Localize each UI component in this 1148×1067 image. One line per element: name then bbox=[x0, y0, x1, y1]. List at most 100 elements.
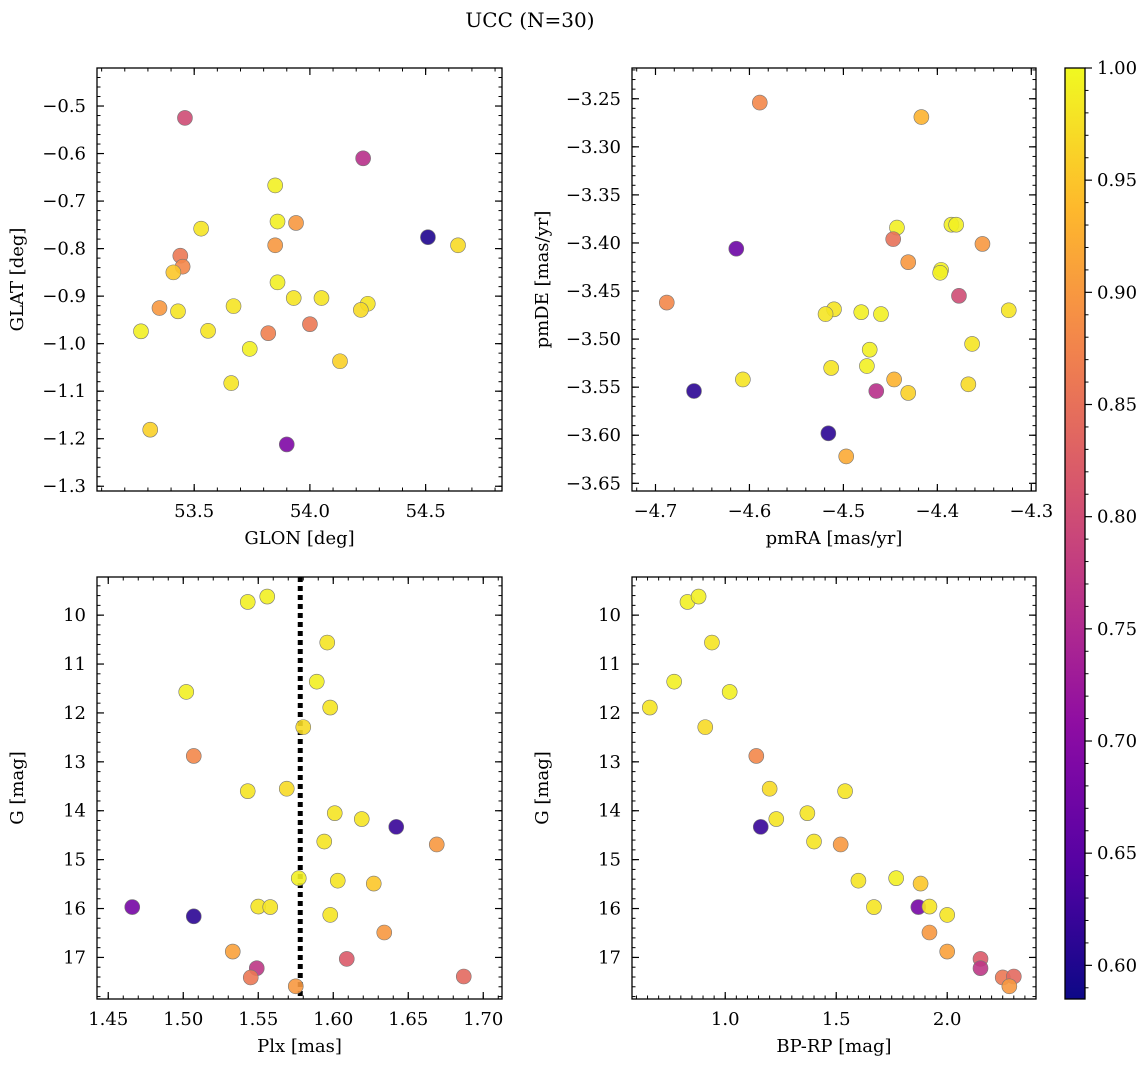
data-point bbox=[686, 383, 702, 399]
data-point bbox=[939, 943, 956, 960]
data-point bbox=[823, 360, 839, 376]
data-point bbox=[319, 634, 336, 651]
data-point bbox=[316, 833, 333, 850]
data-point bbox=[329, 872, 346, 889]
x-tick-label: −4.3 bbox=[1009, 501, 1053, 522]
data-point bbox=[866, 899, 882, 915]
data-point bbox=[267, 177, 284, 194]
data-point bbox=[269, 213, 286, 230]
y-tick-label: −1.3 bbox=[42, 476, 86, 497]
data-point bbox=[151, 300, 168, 316]
data-point bbox=[748, 748, 765, 764]
x-tick-label: 1.5 bbox=[822, 1009, 851, 1030]
data-point bbox=[697, 719, 714, 735]
panel-pmra-pmde: −4.7 −4.6 −4.5 −4.4 −4.3 −3.25 −3.30 −3.35 −3.40… bbox=[532, 67, 1053, 549]
data-point bbox=[704, 634, 720, 651]
data-point bbox=[817, 306, 834, 322]
panel-glon-glat: 53.5 54.0 54.5 −0.5 −0.6 −0.7 −0.8 −0.9 −1.0 −1.1… bbox=[7, 67, 503, 549]
x-tick-label: 1.50 bbox=[163, 1009, 203, 1030]
x-tick-label: 2.0 bbox=[933, 1009, 962, 1030]
y-tick-label: 12 bbox=[63, 703, 86, 724]
data-point bbox=[450, 237, 466, 254]
y-tick-label: 17 bbox=[598, 947, 621, 968]
colorbar-tick-label: 0.95 bbox=[1097, 170, 1137, 191]
y-tick-label: 14 bbox=[63, 801, 86, 822]
colorbar-tick-label: 0.65 bbox=[1097, 843, 1137, 864]
y-tick-label: −3.30 bbox=[566, 137, 621, 158]
x-axis-label: BP-RP [mag] bbox=[776, 1036, 891, 1057]
colorbar: 0.60 0.65 0.70 0.75 0.80 0.85 0.90 0.95 1.00 bbox=[1064, 58, 1137, 1000]
x-axis-label: pmRA [mas/yr] bbox=[766, 528, 903, 549]
data-point bbox=[658, 294, 675, 311]
data-point bbox=[269, 274, 286, 291]
x-tick-label: 1.65 bbox=[388, 1009, 428, 1030]
y-tick-label: −1.0 bbox=[42, 334, 86, 355]
data-point bbox=[885, 231, 901, 247]
data-point bbox=[972, 960, 989, 976]
x-tick-label: −4.5 bbox=[822, 501, 866, 522]
y-axis-label: pmDE [mas/yr] bbox=[532, 211, 553, 349]
data-point bbox=[853, 304, 870, 320]
data-point bbox=[302, 316, 318, 332]
data-point bbox=[142, 421, 159, 438]
data-point bbox=[939, 907, 956, 923]
y-tick-label: 11 bbox=[598, 654, 621, 675]
data-point bbox=[861, 341, 878, 358]
x-tick-label: 53.5 bbox=[174, 501, 214, 522]
axes-frame bbox=[631, 576, 1037, 1000]
data-point bbox=[721, 684, 738, 700]
data-point bbox=[751, 94, 768, 111]
y-tick-label: 16 bbox=[63, 899, 86, 920]
data-point bbox=[1000, 302, 1017, 319]
data-point bbox=[170, 303, 186, 320]
y-tick-label: −3.55 bbox=[566, 377, 621, 398]
data-point bbox=[278, 780, 295, 797]
data-point bbox=[376, 924, 393, 941]
x-tick-label: 1.55 bbox=[238, 1009, 278, 1030]
data-point bbox=[353, 302, 369, 318]
data-point bbox=[287, 978, 304, 995]
axes-frame bbox=[96, 67, 503, 492]
x-tick-label: 1.60 bbox=[313, 1009, 353, 1030]
axes-frame bbox=[631, 67, 1037, 492]
data-point bbox=[850, 872, 867, 889]
axes-frame bbox=[96, 576, 503, 1000]
data-point bbox=[799, 805, 816, 821]
data-point bbox=[951, 288, 967, 304]
data-point bbox=[355, 150, 371, 167]
colorbar-tick-label: 0.85 bbox=[1097, 395, 1137, 416]
data-point bbox=[308, 673, 325, 690]
y-tick-label: 10 bbox=[63, 605, 86, 626]
data-point bbox=[278, 436, 295, 453]
y-tick-label: −3.50 bbox=[566, 329, 621, 350]
y-axis-label: G [mag] bbox=[7, 751, 28, 824]
data-point bbox=[259, 588, 276, 605]
data-point bbox=[900, 385, 917, 401]
data-point bbox=[820, 425, 837, 442]
x-tick-label: 54.0 bbox=[290, 501, 330, 522]
x-tick-label: 1.70 bbox=[463, 1009, 503, 1030]
data-point bbox=[921, 924, 938, 941]
data-point bbox=[752, 819, 769, 835]
data-point bbox=[177, 110, 193, 126]
x-tick-label: 1.0 bbox=[711, 1009, 740, 1030]
data-point bbox=[338, 951, 355, 967]
data-point bbox=[267, 237, 284, 254]
colorbar-tick-label: 1.00 bbox=[1097, 58, 1137, 79]
data-point bbox=[225, 298, 242, 314]
figure-title: UCC (N=30) bbox=[465, 8, 594, 32]
colorbar-tick-label: 0.90 bbox=[1097, 282, 1137, 303]
data-point bbox=[921, 898, 938, 915]
data-point bbox=[690, 588, 707, 605]
data-point bbox=[185, 748, 202, 764]
x-tick-label: −4.7 bbox=[634, 501, 678, 522]
colorbar-tick-label: 0.70 bbox=[1097, 731, 1137, 752]
x-tick-label: 1.45 bbox=[88, 1009, 128, 1030]
data-point bbox=[388, 819, 405, 835]
data-point bbox=[428, 836, 445, 853]
data-point bbox=[728, 240, 745, 257]
x-tick-label: −4.6 bbox=[728, 501, 772, 522]
data-point bbox=[133, 323, 149, 340]
data-point bbox=[964, 336, 980, 352]
data-point bbox=[735, 371, 751, 388]
